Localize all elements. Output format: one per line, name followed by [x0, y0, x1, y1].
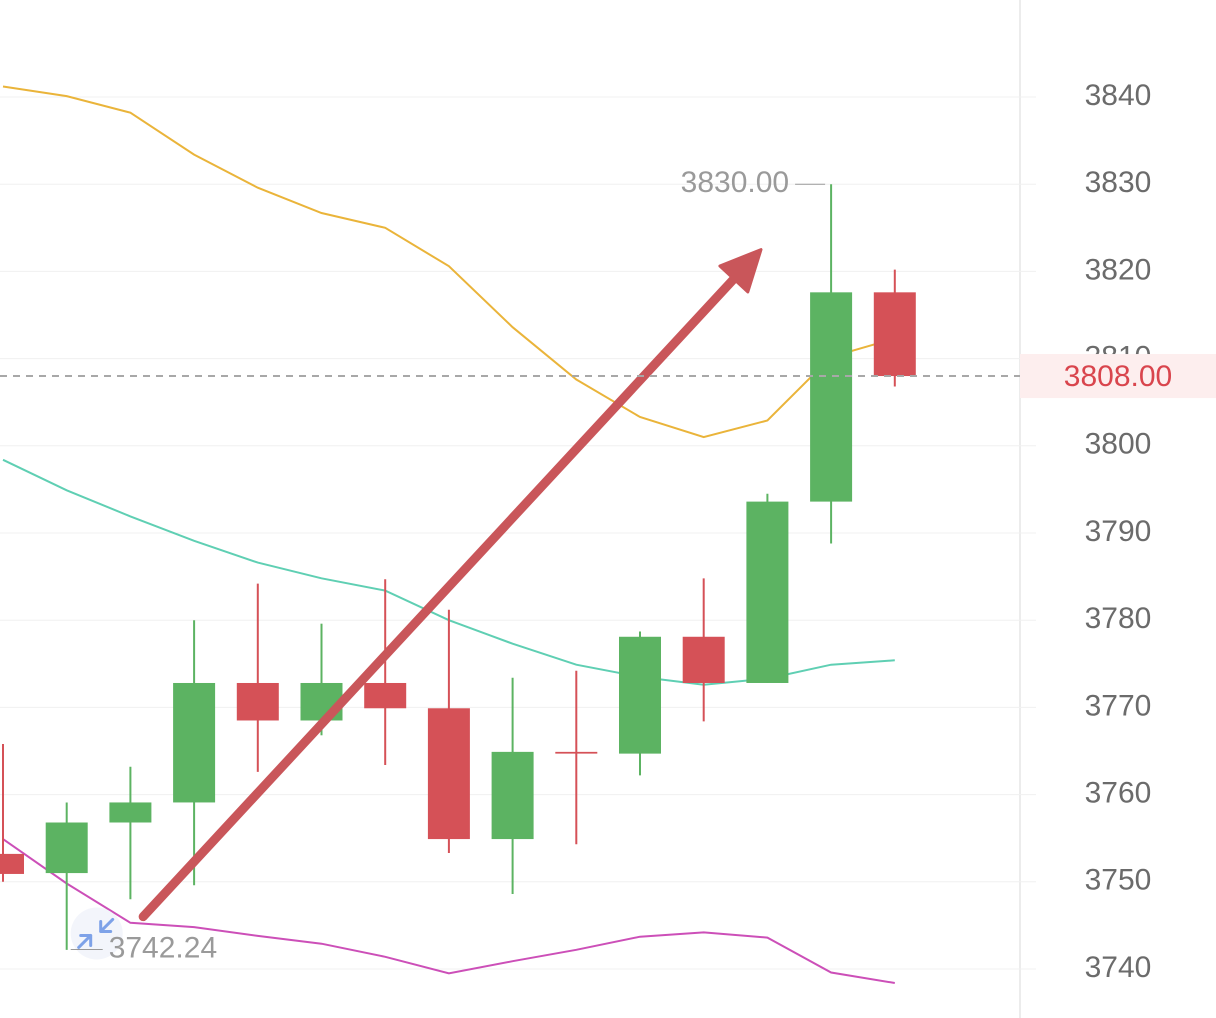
current-price-label: 3808.00 [1064, 360, 1172, 393]
candles [0, 184, 916, 950]
candle-body [619, 636, 661, 754]
y-tick-label: 3840 [1085, 79, 1152, 112]
low-marker-arrow [99, 917, 115, 933]
candle [491, 677, 534, 895]
lower-band-line [2, 838, 895, 984]
collapse-arrows-icon [70, 907, 123, 960]
candle [236, 583, 279, 772]
candle-body [173, 682, 216, 803]
candle-body [109, 802, 152, 823]
candle [45, 802, 88, 950]
annotations: 3830.00 3742.24 [70, 166, 826, 964]
candle-body [873, 292, 916, 377]
candle-body [364, 682, 407, 709]
y-tick-label: 3800 [1085, 428, 1152, 461]
candle-body [45, 822, 88, 874]
candle-body [491, 751, 534, 840]
candle [0, 744, 24, 882]
candle-body [746, 501, 789, 683]
trend-arrow-head [718, 248, 763, 294]
y-tick-label: 3750 [1085, 864, 1152, 897]
candle [173, 620, 216, 886]
y-tick-label: 3820 [1085, 253, 1152, 286]
current-price-badge [1020, 354, 1216, 399]
y-tick-label: 3780 [1085, 602, 1152, 635]
candle [810, 184, 853, 544]
candle-body [810, 292, 853, 502]
trend-arrow [138, 248, 763, 922]
high-annotation-label: 3830.00 [681, 166, 789, 199]
candle-body [236, 682, 279, 721]
candle [109, 766, 152, 900]
candle-body [555, 751, 598, 754]
candle [427, 609, 470, 854]
y-tick-label: 3790 [1085, 515, 1152, 548]
trend-arrow-shaft [138, 274, 739, 922]
candle [619, 631, 661, 776]
y-tick-label: 3740 [1085, 951, 1152, 984]
low-marker-arrow [77, 933, 93, 949]
candle [682, 578, 725, 722]
candle [746, 493, 789, 683]
low-annotation-label: 3742.24 [109, 931, 217, 964]
candle [873, 269, 916, 387]
y-tick-label: 3830 [1085, 166, 1152, 199]
current-price-indicator: 3808.00 [0, 354, 1216, 399]
candle [555, 670, 598, 845]
upper-band-line [2, 85, 896, 439]
candle-body [427, 708, 470, 840]
candle [300, 623, 343, 736]
candle [364, 579, 407, 765]
y-tick-label: 3770 [1085, 689, 1152, 722]
y-tick-label: 3760 [1085, 777, 1152, 810]
candle-body [0, 853, 24, 874]
candle-body [682, 636, 725, 683]
price-axis: 3740375037603770378037903800381038203830… [1085, 79, 1152, 984]
